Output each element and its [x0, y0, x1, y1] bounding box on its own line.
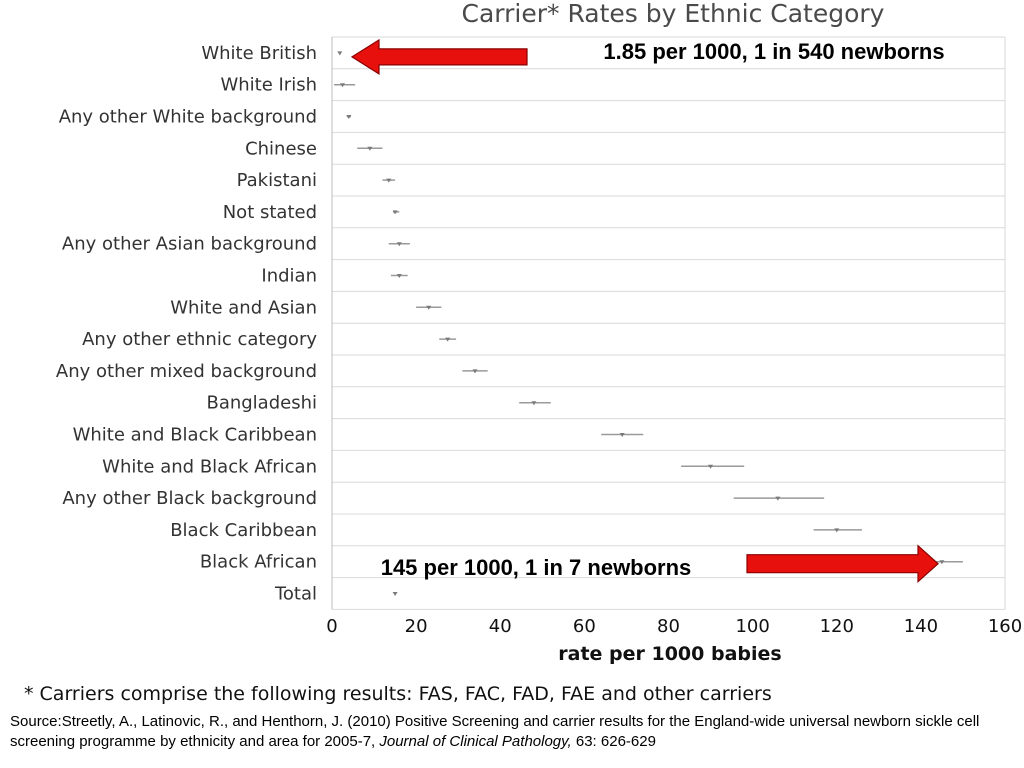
x-tick-label: 20 [405, 616, 428, 637]
source-text: Source:Streetly, A., Latinovic, R., and … [10, 713, 980, 750]
category-label: Any other Black background [62, 488, 317, 509]
point-estimate [445, 337, 451, 342]
source-journal: Journal of Clinical Pathology, [379, 733, 572, 750]
point-estimate [392, 210, 398, 215]
category-label: Not stated [223, 202, 317, 223]
point-estimate [346, 115, 352, 119]
category-labels: White British White Irish Any other White … [56, 43, 317, 605]
footnote: * Carriers comprise the following result… [24, 683, 772, 705]
point-estimate [939, 560, 945, 565]
category-label: Black African [200, 552, 317, 573]
annotation-label: 145 per 1000, 1 in 7 newborns [381, 555, 692, 580]
point-estimate [337, 51, 343, 56]
category-label: Chinese [245, 138, 317, 159]
x-tick-label: 160 [988, 616, 1022, 637]
x-tick-labels: 0 20 40 60 80 100 120 140 160 [326, 616, 1022, 637]
point-estimate [426, 305, 432, 310]
x-axis-label: rate per 1000 babies [558, 643, 781, 665]
point-estimate [472, 369, 478, 374]
annotation-label: 1.85 per 1000, 1 in 540 newborns [603, 39, 944, 64]
point-estimate [340, 83, 346, 88]
category-label: White Irish [220, 75, 317, 96]
category-label: White and Black African [102, 456, 317, 477]
point-estimate [775, 496, 781, 501]
axes [331, 37, 1006, 610]
category-label: Pakistani [237, 170, 317, 191]
category-label: Bangladeshi [206, 393, 317, 414]
point-estimate [396, 242, 402, 247]
category-label: Any other mixed background [56, 361, 317, 382]
x-tick-label: 100 [735, 616, 769, 637]
x-tick-label: 60 [573, 616, 596, 637]
category-label: Any other Asian background [62, 234, 317, 255]
x-tick-label: 40 [489, 616, 512, 637]
forest-plot: Carrier* Rates by Ethnic Category White … [24, 0, 1022, 705]
source-citation: Source:Streetly, A., Latinovic, R., and … [10, 712, 1014, 752]
annotations: 1.85 per 1000, 1 in 540 newborns 145 per … [350, 38, 945, 584]
category-label: Black Caribbean [170, 520, 317, 541]
chart-title: Carrier* Rates by Ethnic Category [462, 0, 885, 28]
point-estimate [396, 274, 402, 278]
point-estimate [619, 433, 625, 437]
category-label: Any other ethnic category [82, 329, 317, 350]
category-label: White and Black Caribbean [73, 425, 317, 446]
x-tick-label: 140 [904, 616, 938, 637]
point-estimate [392, 592, 398, 596]
point-estimate [708, 464, 714, 469]
x-tick-label: 80 [657, 616, 680, 637]
point-estimate [367, 146, 373, 151]
category-label: Indian [261, 266, 317, 287]
red-arrow-left-icon [350, 38, 528, 75]
x-tick-label: 0 [326, 616, 337, 637]
category-label: White British [201, 43, 317, 64]
category-label: White and Asian [170, 297, 317, 318]
red-arrow-right-icon [746, 544, 939, 584]
category-label: Any other White background [59, 107, 317, 128]
point-estimate [834, 528, 840, 533]
source-pages: 63: 626-629 [571, 733, 656, 750]
point-estimate [531, 401, 537, 406]
data-marks [334, 51, 963, 596]
category-label: Total [274, 584, 317, 605]
gridlines [332, 36, 1005, 610]
x-tick-label: 120 [820, 616, 854, 637]
point-estimate [386, 178, 392, 183]
